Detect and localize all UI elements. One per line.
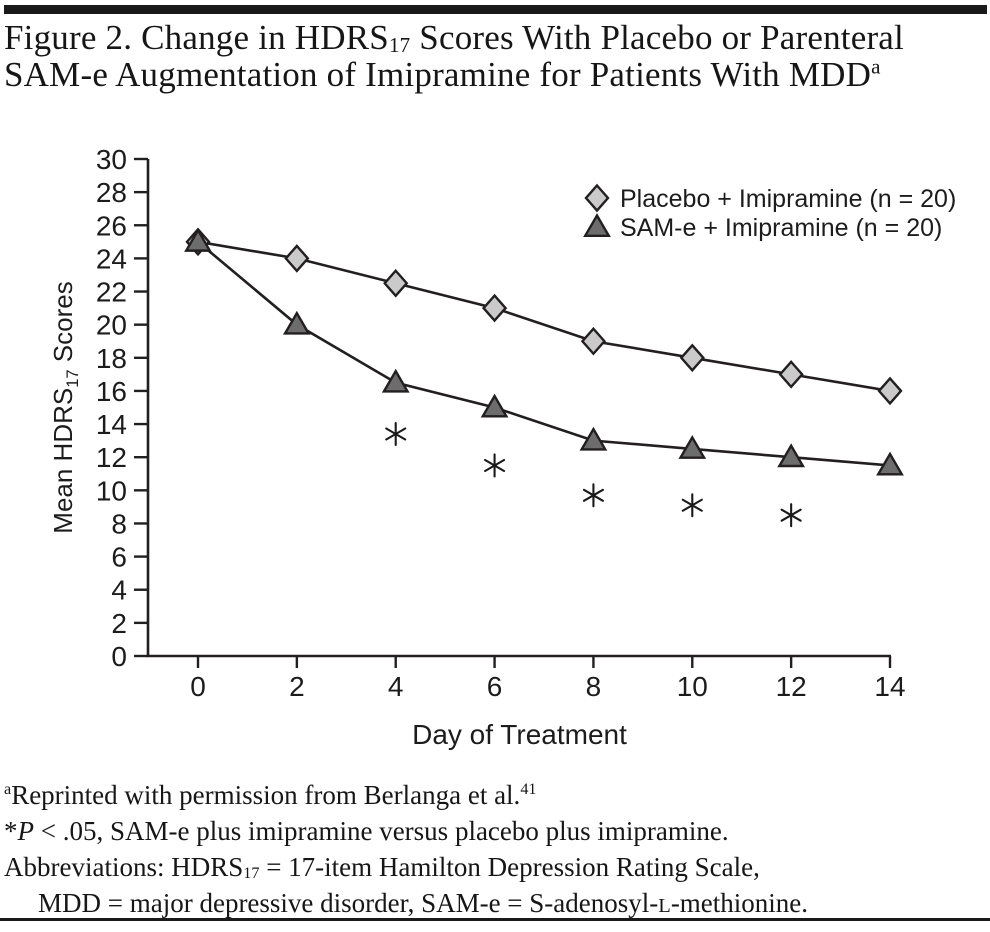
bottom-rule [0,918,990,921]
asterisk-annotation [484,453,506,478]
x-axis: 0 2 4 6 8 10 12 14 [190,656,906,702]
x-tick-label: 14 [874,671,905,702]
asterisk-annotation [681,493,703,518]
y-tick-label: 22 [96,277,127,308]
y-tick-label: 0 [111,641,127,672]
y-tick-label: 4 [111,575,127,606]
triangle-marker [282,310,311,335]
x-tick-label: 10 [677,671,708,702]
smallcap-L: L [658,895,671,917]
x-tick-label: 0 [190,671,206,702]
title-text: Figure 2. Change in HDRS [4,18,389,57]
footnote-text: Reprinted with permission from Berlanga … [11,780,521,810]
x-tick-label: 6 [487,671,503,702]
x-tick-label: 8 [586,671,602,702]
title-subscript-17: 17 [388,32,411,57]
triangle-marker [480,393,509,418]
asterisk-annotation [582,483,604,508]
x-axis-title: Day of Treatment [412,719,627,750]
y-tick-label: 28 [96,177,127,208]
triangle-marker [381,368,410,393]
y-tick-label: 6 [111,542,127,573]
triangle-marker [876,451,904,476]
y-tick-label: 24 [96,243,127,274]
figure-title-line2: SAM-e Augmentation of Imipramine for Pat… [4,56,986,93]
diamond-marker [580,326,607,356]
figure-title: Figure 2. Change in HDRS17 Scores With P… [4,19,986,93]
triangle-marker [583,213,611,237]
legend-label: SAM-e + Imipramine (n = 20) [620,214,942,242]
asterisk-symbol: * [4,816,18,846]
y-tick-label: 10 [96,475,127,506]
y-tick-label: 8 [111,508,127,539]
asterisk-annotation [780,503,802,528]
footnote-superscript-a: a [4,780,12,798]
footnote-reprint: aReprinted with permission from Berlanga… [4,777,986,813]
series-markers-placebo [185,227,903,406]
diamond-marker [877,376,903,406]
top-rule [4,5,987,14]
x-tick-label: 4 [388,671,404,702]
diamond-marker [778,360,804,389]
y-tick-label: 12 [96,442,127,473]
footnote-text: Abbreviations: HDRS [4,852,244,882]
y-axis-title: Mean HDRS17 Scores [48,281,82,533]
p-value-italic: P [17,816,35,846]
footnote-abbreviations-line2: MDD = major depressive disorder, SAM-e =… [4,885,986,924]
footnote-superscript-41: 41 [520,780,537,798]
legend-item-same: SAM-e + Imipramine (n = 20) [583,213,942,242]
series-line-same [197,240,891,467]
series-line-placebo [197,240,891,393]
footnote-abbreviations-line1: Abbreviations: HDRS17 = 17-item Hamilton… [4,849,986,885]
y-tick-label: 26 [96,210,127,241]
diamond-marker [679,343,705,373]
y-tick-label: 30 [96,144,127,175]
triangle-marker [579,426,608,451]
footnote-text: MDD = major depressive disorder, SAM-e =… [38,888,659,918]
chart-area: 0 2 4 6 8 10 12 14 16 18 20 22 24 26 28 30 0 2 4 6 8 10 12 14 Da… [0,143,990,775]
legend-label: Placebo + Imipramine (n = 20) [620,185,956,213]
footnote-significance: *P < .05, SAM-e plus imipramine versus p… [4,813,986,849]
triangle-marker [678,435,707,459]
asterisk-annotation [385,421,407,447]
footnote-text: -methionine. [670,888,809,918]
title-superscript-a: a [871,54,881,79]
y-tick-label: 20 [96,310,127,341]
y-tick-label: 18 [96,343,127,374]
diamond-marker [284,244,310,273]
triangle-marker [777,443,806,468]
figure-title-line1: Figure 2. Change in HDRS17 Scores With P… [4,19,986,56]
title-text: Scores With Placebo or Parenteral [410,18,904,57]
footnote-text: < .05, SAM-e plus imipramine versus plac… [34,816,729,846]
legend: Placebo + Imipramine (n = 20)SAM-e + Imi… [583,183,956,242]
title-text: SAM-e Augmentation of Imipramine for Pat… [4,55,872,94]
significance-asterisks [385,421,802,528]
triangle-marker [184,227,212,252]
diamond-marker [383,268,409,298]
footnote-text: = 17-item Hamilton Depression Rating Sca… [259,852,760,882]
footnote-subscript-17: 17 [243,864,260,883]
legend-item-placebo: Placebo + Imipramine (n = 20) [584,183,956,213]
diamond-marker [481,293,508,323]
y-tick-label: 14 [96,409,127,440]
diamond-marker [584,183,610,213]
x-tick-label: 12 [776,671,807,702]
x-tick-label: 2 [289,671,305,702]
y-tick-label: 2 [111,608,127,639]
y-tick-label: 16 [96,376,127,407]
figure-footnotes: aReprinted with permission from Berlanga… [4,777,986,924]
series-markers-same [184,227,904,476]
